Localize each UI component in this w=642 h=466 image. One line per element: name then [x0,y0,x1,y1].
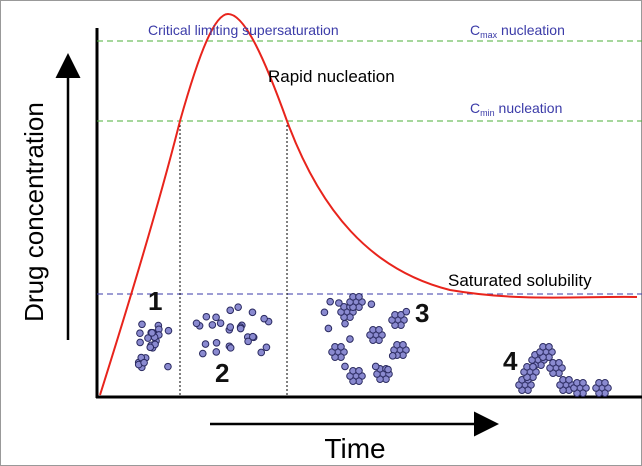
particle [388,352,397,360]
particle [355,292,363,301]
particle [346,335,354,343]
particle [212,338,221,347]
particle [341,362,349,371]
particle [248,308,257,317]
particle [260,314,268,323]
particle [402,307,411,316]
particle [579,378,587,387]
particle [136,338,144,347]
rest: nucleation [497,22,565,38]
particle [529,362,537,371]
particle [371,362,380,371]
c: C [470,22,480,38]
particle [555,358,563,367]
particle [234,303,242,311]
particle [244,337,252,346]
x-axis-label: Time [324,433,385,464]
particle [262,343,271,352]
stage-number: 3 [415,298,429,328]
particle [384,365,392,374]
particle [375,325,383,334]
c: C [470,100,480,116]
particle [201,340,210,348]
saturated-label: Saturated solubility [448,271,592,290]
particle [257,348,266,357]
particle [236,324,245,333]
particle [226,323,235,331]
rest: nucleation [495,100,563,116]
rapid-label: Rapid nucleation [268,67,395,86]
particle [164,362,172,371]
particle [324,324,333,333]
particle [320,308,329,317]
particle [601,378,609,387]
particle [212,313,220,322]
particle [337,342,345,351]
critical-label: Critical limiting supersaturation [148,22,339,38]
stage-number: 4 [503,346,518,376]
particle [545,342,553,351]
particle [146,343,155,352]
particle [198,349,207,358]
particle [164,326,173,335]
particle [216,319,225,327]
stage-number: 2 [215,358,229,388]
particle [136,329,144,338]
particle [565,375,573,384]
particle [226,344,235,352]
particle [138,320,146,329]
particle [144,334,152,342]
particle [140,358,148,367]
particle [192,319,201,328]
y-axis-label: Drug concentration [19,102,49,322]
concentration-curve [99,12,638,396]
particle [148,329,156,337]
particle [326,297,334,306]
particle [399,340,407,349]
cmax-label: Cmax nucleation [470,22,565,40]
particle [341,319,349,328]
particle [208,321,217,329]
particle [355,366,363,375]
particle [226,306,235,315]
sub: min [480,108,495,118]
stage-number: 1 [148,286,162,316]
sub: max [480,30,498,40]
particle [335,299,343,307]
particle [202,312,211,321]
particle [212,348,221,356]
particle [249,332,257,341]
cmin-label: Cmin nucleation [470,100,562,118]
particles [134,292,612,397]
particle [367,300,376,308]
